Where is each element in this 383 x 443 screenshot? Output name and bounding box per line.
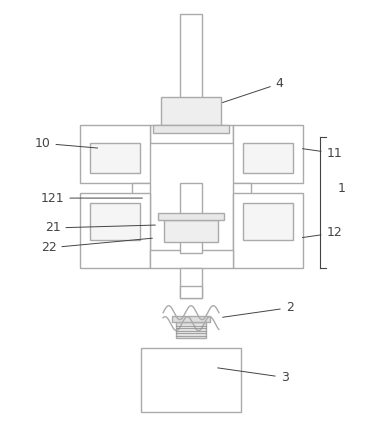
Bar [80, 125, 150, 183]
Bar [141, 348, 241, 412]
Bar [243, 143, 293, 173]
Text: 4: 4 [223, 77, 284, 102]
Bar [172, 316, 210, 322]
Text: 21: 21 [45, 222, 155, 234]
Text: 2: 2 [223, 301, 294, 317]
Bar [180, 14, 202, 103]
Text: 121: 121 [41, 191, 142, 205]
Bar [243, 203, 293, 240]
Bar [180, 286, 202, 298]
Bar [90, 203, 140, 240]
Bar [176, 322, 206, 338]
Bar [233, 183, 251, 253]
Text: 1: 1 [337, 182, 345, 194]
Bar [90, 143, 140, 173]
Bar [161, 97, 221, 125]
Text: 3: 3 [218, 368, 289, 384]
Bar [233, 125, 303, 183]
Bar [180, 183, 202, 253]
Text: 12: 12 [302, 226, 342, 240]
Bar [164, 220, 218, 242]
Bar [158, 213, 224, 220]
Bar [180, 268, 202, 298]
Text: 10: 10 [34, 137, 98, 150]
Text: 11: 11 [302, 147, 342, 160]
Bar [80, 193, 150, 268]
Bar [132, 183, 150, 253]
Text: 22: 22 [41, 238, 152, 254]
Bar [150, 250, 233, 268]
Bar [233, 193, 303, 268]
Bar [150, 125, 233, 143]
Bar [153, 125, 229, 133]
